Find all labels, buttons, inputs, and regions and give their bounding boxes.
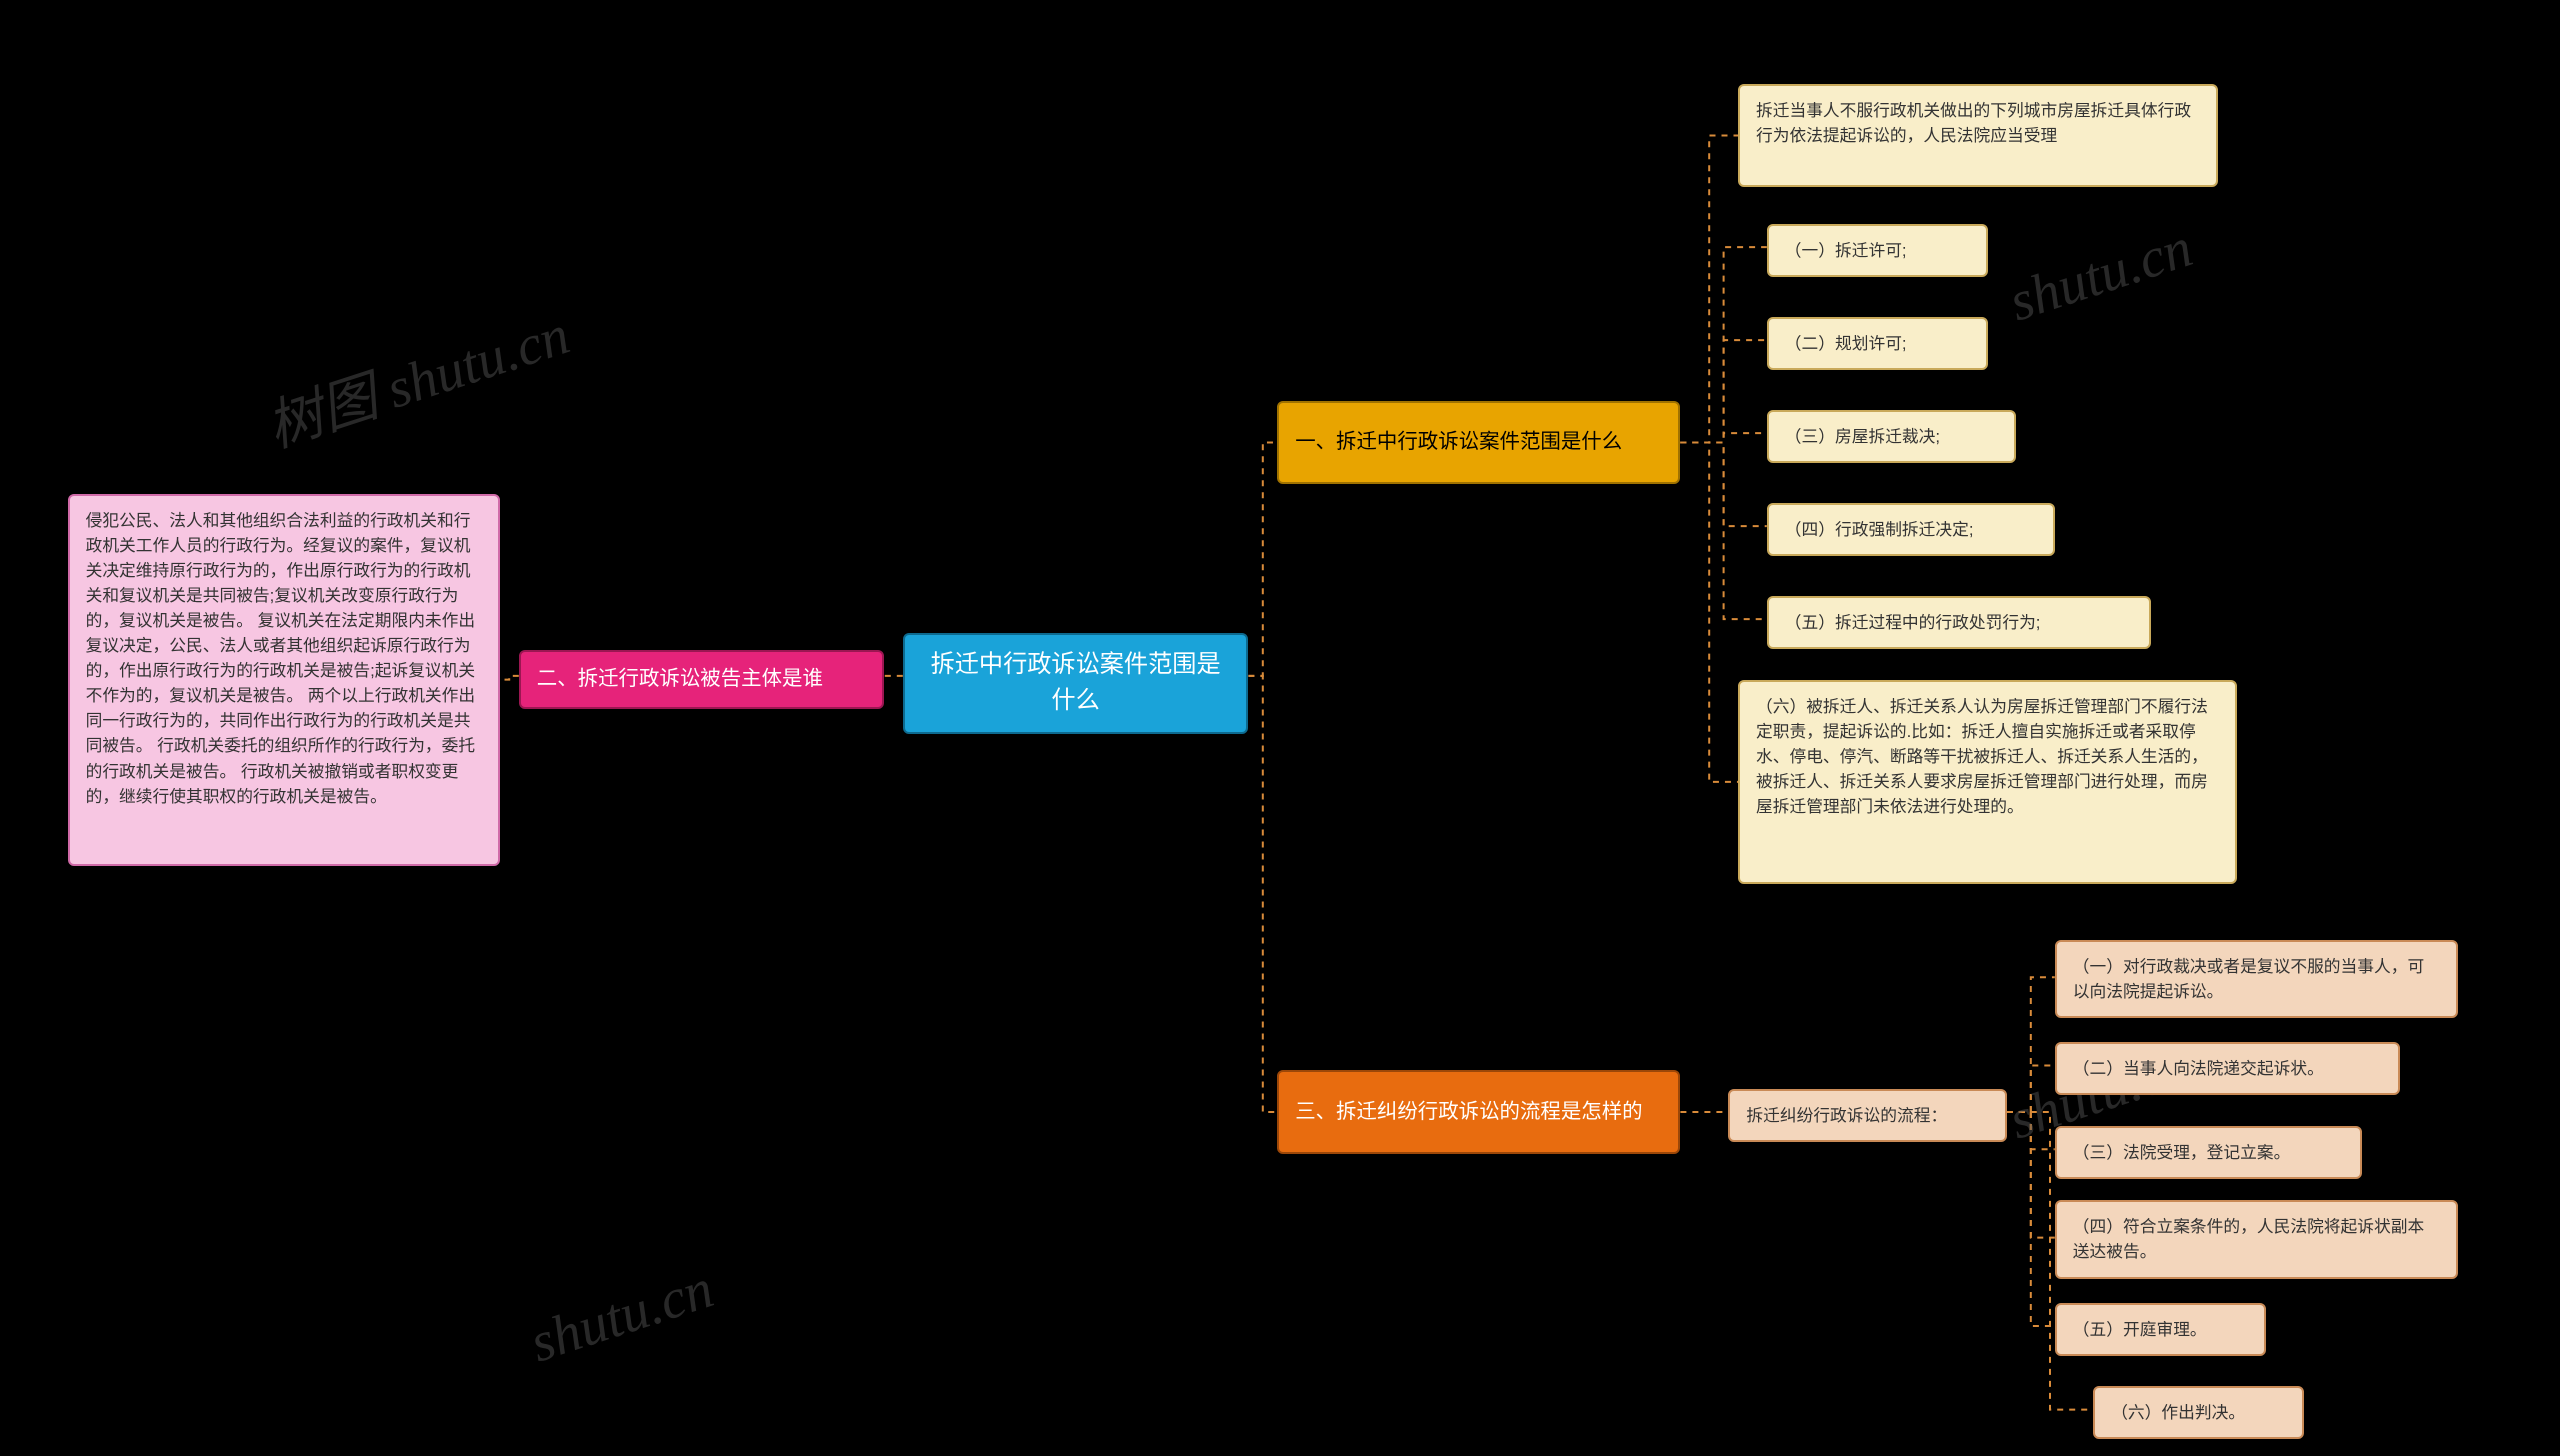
leaf-b3-1: （二）当事人向法院递交起诉状。 — [2055, 1042, 2401, 1095]
branch-b2: 二、拆迁行政诉讼被告主体是谁 — [519, 650, 884, 709]
watermark: shutu.cn — [2001, 215, 2199, 334]
branch-b3-mid: 拆迁纠纷行政诉讼的流程： — [1728, 1089, 2006, 1142]
leaf-b1-3: （三）房屋拆迁裁决; — [1767, 410, 2017, 463]
leaf-b3-2: （三）法院受理，登记立案。 — [2055, 1126, 2362, 1179]
leaf-b3-5: （六）作出判决。 — [2093, 1386, 2304, 1439]
branch-b3: 三、拆迁纠纷行政诉讼的流程是怎样的 — [1277, 1070, 1680, 1154]
leaf-b1-1: （一）拆迁许可; — [1767, 224, 1988, 277]
leaf-b3-4: （五）开庭审理。 — [2055, 1303, 2266, 1356]
leaf-b3-3: （四）符合立案条件的，人民法院将起诉状副本送达被告。 — [2055, 1200, 2458, 1278]
leaf-b1-4: （四）行政强制拆迁决定; — [1767, 503, 2055, 556]
branch-b1: 一、拆迁中行政诉讼案件范围是什么 — [1277, 401, 1680, 485]
root-node: 拆迁中行政诉讼案件范围是什么 — [903, 633, 1249, 734]
leaf-b1-5: （五）拆迁过程中的行政处罚行为; — [1767, 596, 2151, 649]
mindmap-canvas: 拆迁中行政诉讼案件范围是什么 树图 shutu.cn shutu.cn shutu.c… — [0, 0, 2560, 1456]
leaf-b3-0: （一）对行政裁决或者是复议不服的当事人，可以向法院提起诉讼。 — [2055, 940, 2458, 1018]
leaf-b2-0: 侵犯公民、法人和其他组织合法利益的行政机关和行政机关工作人员的行政行为。经复议的… — [68, 494, 500, 866]
leaf-b1-2: （二）规划许可; — [1767, 317, 1988, 370]
watermark: 树图 shutu.cn — [255, 289, 578, 463]
leaf-b1-0: 拆迁当事人不服行政机关做出的下列城市房屋拆迁具体行政行为依法提起诉讼的，人民法院… — [1738, 84, 2218, 186]
watermark: shutu.cn — [523, 1257, 721, 1376]
leaf-b1-6: （六）被拆迁人、拆迁关系人认为房屋拆迁管理部门不履行法定职责，提起诉讼的.比如：… — [1738, 680, 2237, 885]
